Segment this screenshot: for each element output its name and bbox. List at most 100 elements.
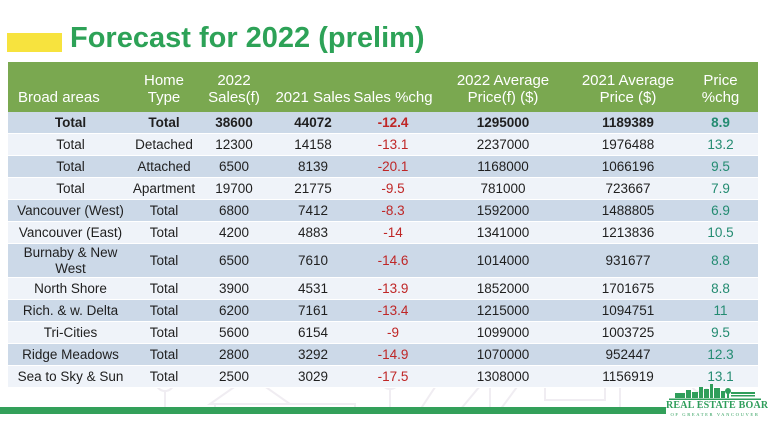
cell-sales-2022: 6500 xyxy=(218,252,250,268)
cell-avg-price-2022: 1014000 xyxy=(476,252,530,268)
cell-sales-pct-chg: -14.6 xyxy=(377,252,409,268)
cell-sales-2022: 4200 xyxy=(218,224,250,240)
cell-area: Tri-Cities xyxy=(43,324,98,340)
cell-area: Vancouver (East) xyxy=(18,224,123,240)
cell-price-pct-chg: 13.1 xyxy=(707,368,734,384)
cell-price-pct-chg: 6.9 xyxy=(711,202,730,218)
table-row: Total Total 38600 44072 -12.4 1295000 1189389 8… xyxy=(8,112,758,134)
cell-sales-2021: 44072 xyxy=(294,114,332,130)
cell-price-pct-chg: 8.8 xyxy=(711,252,730,268)
table-row: Total Attached 6500 8139 -20.1 1168000 1066196… xyxy=(8,156,758,178)
cell-sales-pct-chg: -9.5 xyxy=(381,180,405,196)
cell-sales-pct-chg: -8.3 xyxy=(381,202,405,218)
cell-sales-2022: 2800 xyxy=(218,346,250,362)
cell-avg-price-2022: 1168000 xyxy=(477,158,529,174)
cell-price-pct-chg: 9.5 xyxy=(711,324,730,340)
cell-home-type: Total xyxy=(149,346,179,362)
cell-sales-2021: 8139 xyxy=(297,158,329,174)
cell-avg-price-2022: 1295000 xyxy=(476,114,530,130)
cell-sales-2021: 3029 xyxy=(297,368,329,384)
cell-price-pct-chg: 11 xyxy=(713,302,728,318)
cell-area: Total xyxy=(56,136,85,152)
table-row: Vancouver (West) Total 6800 7412 -8.3 1592000… xyxy=(8,200,758,222)
logo-subtitle: OF GREATER VANCOUVER xyxy=(670,412,760,417)
cell-avg-price-2022: 2237000 xyxy=(476,136,530,152)
cell-sales-pct-chg: -14 xyxy=(383,224,403,240)
table-row: Ridge Meadows Total 2800 3292 -14.9 1070000 95… xyxy=(8,344,758,367)
cell-home-type: Total xyxy=(149,324,179,340)
cell-avg-price-2021: 723667 xyxy=(605,180,651,196)
cell-sales-2021: 21775 xyxy=(294,180,332,196)
cell-avg-price-2021: 1213836 xyxy=(601,224,655,240)
cell-sales-2021: 4883 xyxy=(297,224,329,240)
cell-home-type: Total xyxy=(149,224,179,240)
header-2022-average-price: 2022 Average Price(f) ($) xyxy=(456,72,550,107)
cell-area: Sea to Sky & Sun xyxy=(17,368,124,384)
cell-sales-2022: 3900 xyxy=(218,280,250,296)
cell-price-pct-chg: 12.3 xyxy=(707,346,734,362)
header-2022-sales: 2022 Sales(f) xyxy=(208,72,260,107)
cell-avg-price-2022: 1215000 xyxy=(476,302,530,318)
cell-price-pct-chg: 8.8 xyxy=(711,280,730,296)
cell-sales-pct-chg: -12.4 xyxy=(377,114,409,130)
cell-sales-pct-chg: -17.5 xyxy=(377,368,409,384)
cell-home-type: Total xyxy=(148,114,180,130)
cell-avg-price-2021: 1488805 xyxy=(601,202,655,218)
table-row: Burnaby & New West Total 6500 7610 -14.6 1014… xyxy=(8,244,758,279)
cell-avg-price-2021: 1156919 xyxy=(602,368,654,384)
cell-sales-pct-chg: -13.9 xyxy=(377,280,409,296)
cell-sales-2021: 4531 xyxy=(297,280,329,296)
cell-avg-price-2022: 1341000 xyxy=(476,224,530,240)
cell-sales-2021: 14158 xyxy=(294,136,332,152)
cell-sales-2022: 6800 xyxy=(218,202,250,218)
cell-area: Vancouver (West) xyxy=(17,202,124,218)
cell-sales-pct-chg: -13.1 xyxy=(377,136,409,152)
table-row: Total Detached 12300 14158 -13.1 2237000 19764… xyxy=(8,134,758,156)
cell-sales-2022: 38600 xyxy=(215,114,253,130)
cell-avg-price-2021: 1003725 xyxy=(601,324,655,340)
cell-sales-pct-chg: -14.9 xyxy=(377,346,409,362)
title-row: Forecast for 2022 (prelim) xyxy=(0,22,768,60)
cell-home-type: Detached xyxy=(135,136,193,152)
cell-sales-2022: 6500 xyxy=(218,158,250,174)
cell-avg-price-2021: 1066196 xyxy=(601,158,655,174)
header-sales-pct-chg: Sales %chg xyxy=(353,89,433,107)
logo-skyline-icon xyxy=(669,384,761,400)
cell-price-pct-chg: 10.5 xyxy=(707,224,734,240)
table-row: Vancouver (East) Total 4200 4883 -14 1341000 1… xyxy=(8,222,758,244)
cell-home-type: Attached xyxy=(137,158,191,174)
table-row: North Shore Total 3900 4531 -13.9 1852000 1701… xyxy=(8,278,758,301)
cell-home-type: Total xyxy=(149,202,179,218)
cell-area: Total xyxy=(56,180,85,196)
cell-sales-2021: 7412 xyxy=(297,202,329,218)
table-body: Total Total 38600 44072 -12.4 1295000 1189389 8… xyxy=(8,112,758,389)
cell-area: Ridge Meadows xyxy=(22,346,119,362)
cell-area: Total xyxy=(56,158,85,174)
cell-avg-price-2021: 1189389 xyxy=(602,114,654,130)
header-2021-average-price: 2021 Average Price ($) xyxy=(581,72,675,107)
cell-avg-price-2021: 1976488 xyxy=(601,136,655,152)
cell-area: Burnaby & New West xyxy=(23,245,118,276)
cell-sales-2022: 12300 xyxy=(215,136,253,152)
cell-sales-2022: 6200 xyxy=(218,302,250,318)
cell-sales-2021: 6154 xyxy=(297,324,329,340)
header-2021-sales: 2021 Sales xyxy=(275,89,351,107)
page-title: Forecast for 2022 (prelim) xyxy=(70,22,425,54)
cell-sales-pct-chg: -20.1 xyxy=(377,158,409,174)
cell-area: Total xyxy=(54,114,87,130)
table-row: Total Apartment 19700 21775 -9.5 781000 723667… xyxy=(8,178,758,200)
cell-sales-2022: 19700 xyxy=(215,180,253,196)
rebgv-logo: REAL ESTATE BOARD OF GREATER VANCOUVER xyxy=(666,383,768,418)
forecast-table: Broad areas Home Type 2022 Sales(f) 2021… xyxy=(8,62,758,389)
title-bullet-bar xyxy=(7,33,62,52)
table-header-row: Broad areas Home Type 2022 Sales(f) 2021… xyxy=(8,62,758,112)
cell-sales-pct-chg: -9 xyxy=(386,324,399,340)
cell-price-pct-chg: 13.2 xyxy=(707,136,734,152)
cell-price-pct-chg: 8.9 xyxy=(711,114,730,130)
cell-sales-pct-chg: -13.4 xyxy=(377,302,409,318)
cell-avg-price-2021: 952447 xyxy=(605,346,651,362)
cell-area: North Shore xyxy=(34,280,107,296)
cell-sales-2021: 7161 xyxy=(297,302,329,318)
cell-price-pct-chg: 9.5 xyxy=(711,158,730,174)
